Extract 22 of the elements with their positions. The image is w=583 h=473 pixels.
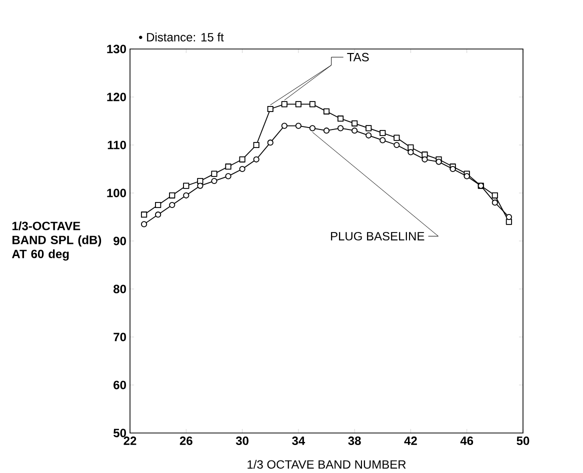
x-tick-label: 50 — [516, 436, 530, 446]
y-tick-label: 110 — [108, 140, 126, 150]
x-tick-label: 42 — [404, 436, 417, 445]
y-axis-title: 1/3-OCTAVE BAND SPL (dB) AT 60 deg — [12, 221, 102, 261]
x-axis-title: 1/3 OCTAVE BAND NUMBER — [248, 460, 406, 469]
y-tick-label: 50 — [114, 428, 126, 438]
x-tick-label: 38 — [348, 436, 361, 446]
y-tick-label: 130 — [107, 44, 126, 54]
x-tick-label: 30 — [236, 436, 248, 446]
y-tick-label: 60 — [114, 380, 126, 390]
x-tick-label: 22 — [124, 436, 136, 445]
x-tick-label: 26 — [180, 436, 192, 446]
text: • Distance: 15 ft — [139, 32, 224, 42]
y-tick-label: 70 — [114, 332, 126, 342]
y-tick-label: 100 — [107, 188, 126, 198]
text: PLUG BASELINE — [331, 232, 424, 240]
x-tick-label: 46 — [460, 436, 474, 446]
x-tick-label: 34 — [292, 436, 306, 446]
text: TAS — [347, 52, 369, 62]
y-tick-label: 80 — [114, 284, 126, 294]
y-tick-label: 90 — [114, 236, 126, 246]
y-tick-label: 120 — [107, 92, 126, 102]
